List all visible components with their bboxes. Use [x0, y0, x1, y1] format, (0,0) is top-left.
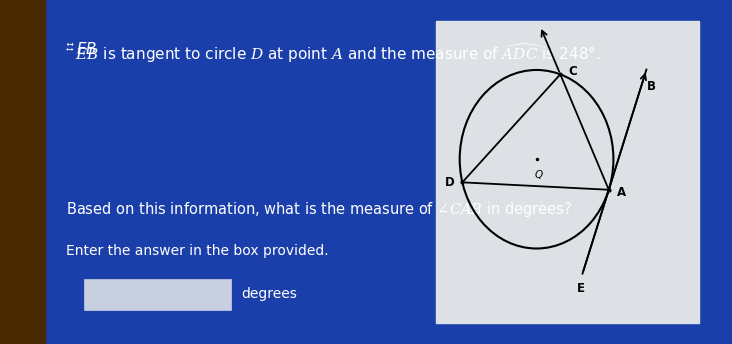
- Bar: [436, 21, 699, 323]
- Text: $\overleftrightarrow{EB}$ is tangent to circle $D$ at point $A$ and the measure : $\overleftrightarrow{EB}$ is tangent to …: [66, 41, 600, 65]
- Text: D: D: [444, 176, 454, 189]
- Text: $Q$: $Q$: [534, 168, 544, 181]
- Bar: [0, 0, 45, 344]
- Text: degrees: degrees: [242, 287, 297, 301]
- Text: Based on this information, what is the measure of $\angle CAB$ in degrees?: Based on this information, what is the m…: [66, 200, 572, 218]
- Text: $\overleftrightarrow{EB}$: $\overleftrightarrow{EB}$: [66, 41, 97, 57]
- Text: C: C: [568, 65, 577, 78]
- Text: B: B: [647, 80, 656, 93]
- Text: Enter the answer in the box provided.: Enter the answer in the box provided.: [66, 244, 329, 258]
- Text: E: E: [578, 282, 586, 295]
- Bar: [84, 279, 231, 310]
- Text: A: A: [616, 186, 626, 199]
